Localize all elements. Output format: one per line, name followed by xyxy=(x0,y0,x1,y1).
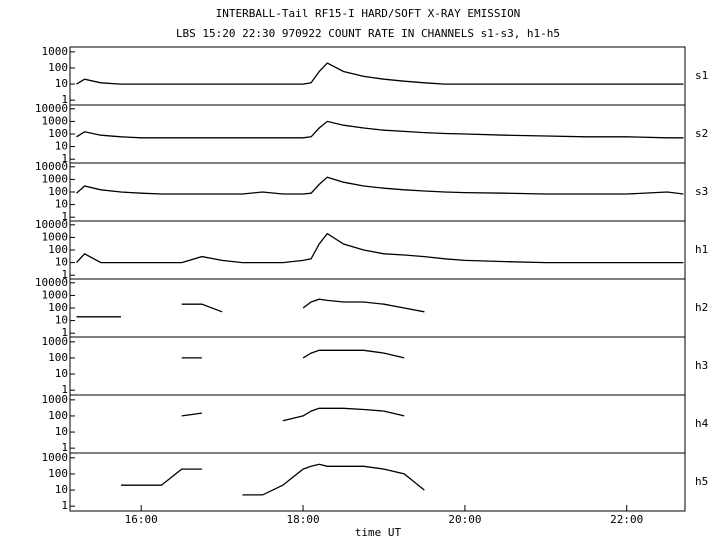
y-tick-label: 10 xyxy=(55,140,68,153)
y-tick-label: 1 xyxy=(61,441,68,454)
y-tick-label: 1 xyxy=(61,268,68,281)
series-line xyxy=(121,468,202,486)
y-tick-label: 1000 xyxy=(42,335,69,348)
series-line xyxy=(242,463,425,496)
y-tick-label: 100 xyxy=(48,351,68,364)
series-line xyxy=(76,120,684,139)
y-tick-label: 10 xyxy=(55,314,68,327)
series-line xyxy=(181,303,223,313)
x-tick-label: 18:00 xyxy=(286,513,319,526)
y-tick-label: 10 xyxy=(55,256,68,269)
y-tick-label: 10000 xyxy=(35,160,68,173)
y-tick-label: 100 xyxy=(48,127,68,140)
panel-frame xyxy=(69,394,686,454)
y-tick-label: 100 xyxy=(48,467,68,480)
series-name: h3 xyxy=(695,359,708,372)
x-axis-label: time UT xyxy=(355,526,402,539)
series-name: h4 xyxy=(695,417,709,430)
series-name: s3 xyxy=(695,185,708,198)
y-tick-label: 100 xyxy=(48,61,68,74)
y-tick-label: 1000 xyxy=(42,114,69,127)
panel-frame xyxy=(69,336,686,396)
y-tick-label: 10000 xyxy=(35,102,68,115)
series-line xyxy=(302,349,405,359)
y-tick-label: 1000 xyxy=(42,393,69,406)
series-line xyxy=(76,232,684,264)
x-tick-label: 16:00 xyxy=(125,513,158,526)
y-tick-label: 10 xyxy=(55,425,68,438)
x-tick-label: 22:00 xyxy=(610,513,643,526)
panel-frame xyxy=(69,278,686,338)
y-tick-label: 1000 xyxy=(42,230,69,243)
y-tick-label: 1 xyxy=(61,152,68,165)
series-line xyxy=(181,412,202,417)
chart-title: INTERBALL-Tail RF15-I HARD/SOFT X-RAY EM… xyxy=(216,7,521,20)
y-tick-label: 100 xyxy=(48,301,68,314)
series-name: h5 xyxy=(695,475,708,488)
panel-frame xyxy=(69,162,686,222)
y-tick-label: 10 xyxy=(55,198,68,211)
series-name: s1 xyxy=(695,69,708,82)
series-line xyxy=(282,407,405,422)
x-tick-label: 20:00 xyxy=(448,513,481,526)
y-tick-label: 1000 xyxy=(42,172,69,185)
y-tick-label: 1000 xyxy=(42,288,69,301)
y-tick-label: 10000 xyxy=(35,218,68,231)
y-tick-label: 1 xyxy=(61,383,68,396)
y-tick-label: 1000 xyxy=(42,45,69,58)
y-tick-label: 1 xyxy=(61,499,68,512)
panel-frame xyxy=(69,220,686,280)
series-line xyxy=(76,62,684,85)
panel-frame xyxy=(69,104,686,164)
series-name: s2 xyxy=(695,127,708,140)
y-tick-label: 100 xyxy=(48,243,68,256)
y-tick-label: 100 xyxy=(48,185,68,198)
y-tick-label: 100 xyxy=(48,409,68,422)
y-tick-label: 1 xyxy=(61,326,68,339)
series-name: h2 xyxy=(695,301,708,314)
chart-subtitle: LBS 15:20 22:30 970922 COUNT RATE IN CHA… xyxy=(176,27,560,40)
series-name: h1 xyxy=(695,243,708,256)
panel-frame xyxy=(69,452,686,512)
y-tick-label: 10 xyxy=(55,483,68,496)
y-tick-label: 10 xyxy=(55,77,68,90)
y-tick-label: 1 xyxy=(61,210,68,223)
panel-frame xyxy=(69,46,686,106)
y-tick-label: 10000 xyxy=(35,276,68,289)
series-line xyxy=(302,298,425,313)
y-tick-label: 10 xyxy=(55,367,68,380)
y-tick-label: 1 xyxy=(61,93,68,106)
y-tick-label: 1000 xyxy=(42,451,69,464)
series-line xyxy=(76,176,684,195)
